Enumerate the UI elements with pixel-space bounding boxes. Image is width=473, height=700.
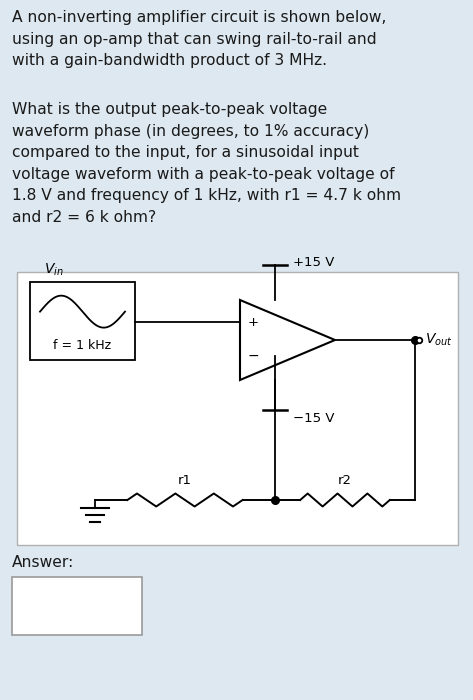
Text: $V_{out}$: $V_{out}$ [425,332,453,348]
Text: +: + [248,316,259,328]
Text: A non-inverting amplifier circuit is shown below,
using an op-amp that can swing: A non-inverting amplifier circuit is sho… [12,10,386,68]
Text: +15 V: +15 V [293,256,334,270]
Text: −: − [248,349,260,363]
Text: r2: r2 [338,474,352,487]
Text: f = 1 kHz: f = 1 kHz [53,339,112,352]
Bar [12,577,142,635]
Text: −15 V: −15 V [293,412,334,425]
Text: r1: r1 [178,474,192,487]
Bar [17,272,458,545]
Text: $V_{in}$: $V_{in}$ [44,262,64,278]
Text: What is the output peak-to-peak voltage
waveform phase (in degrees, to 1% accura: What is the output peak-to-peak voltage … [12,102,401,225]
Text: Answer:: Answer: [12,555,74,570]
Bar [30,282,135,360]
